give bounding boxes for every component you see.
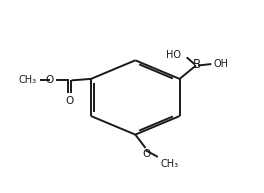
Text: OH: OH (213, 59, 228, 69)
Text: B: B (193, 58, 201, 71)
Text: CH₃: CH₃ (19, 75, 37, 85)
Text: CH₃: CH₃ (161, 159, 179, 169)
Text: O: O (65, 96, 74, 106)
Text: O: O (45, 75, 53, 85)
Text: O: O (143, 149, 151, 159)
Text: HO: HO (166, 50, 181, 60)
